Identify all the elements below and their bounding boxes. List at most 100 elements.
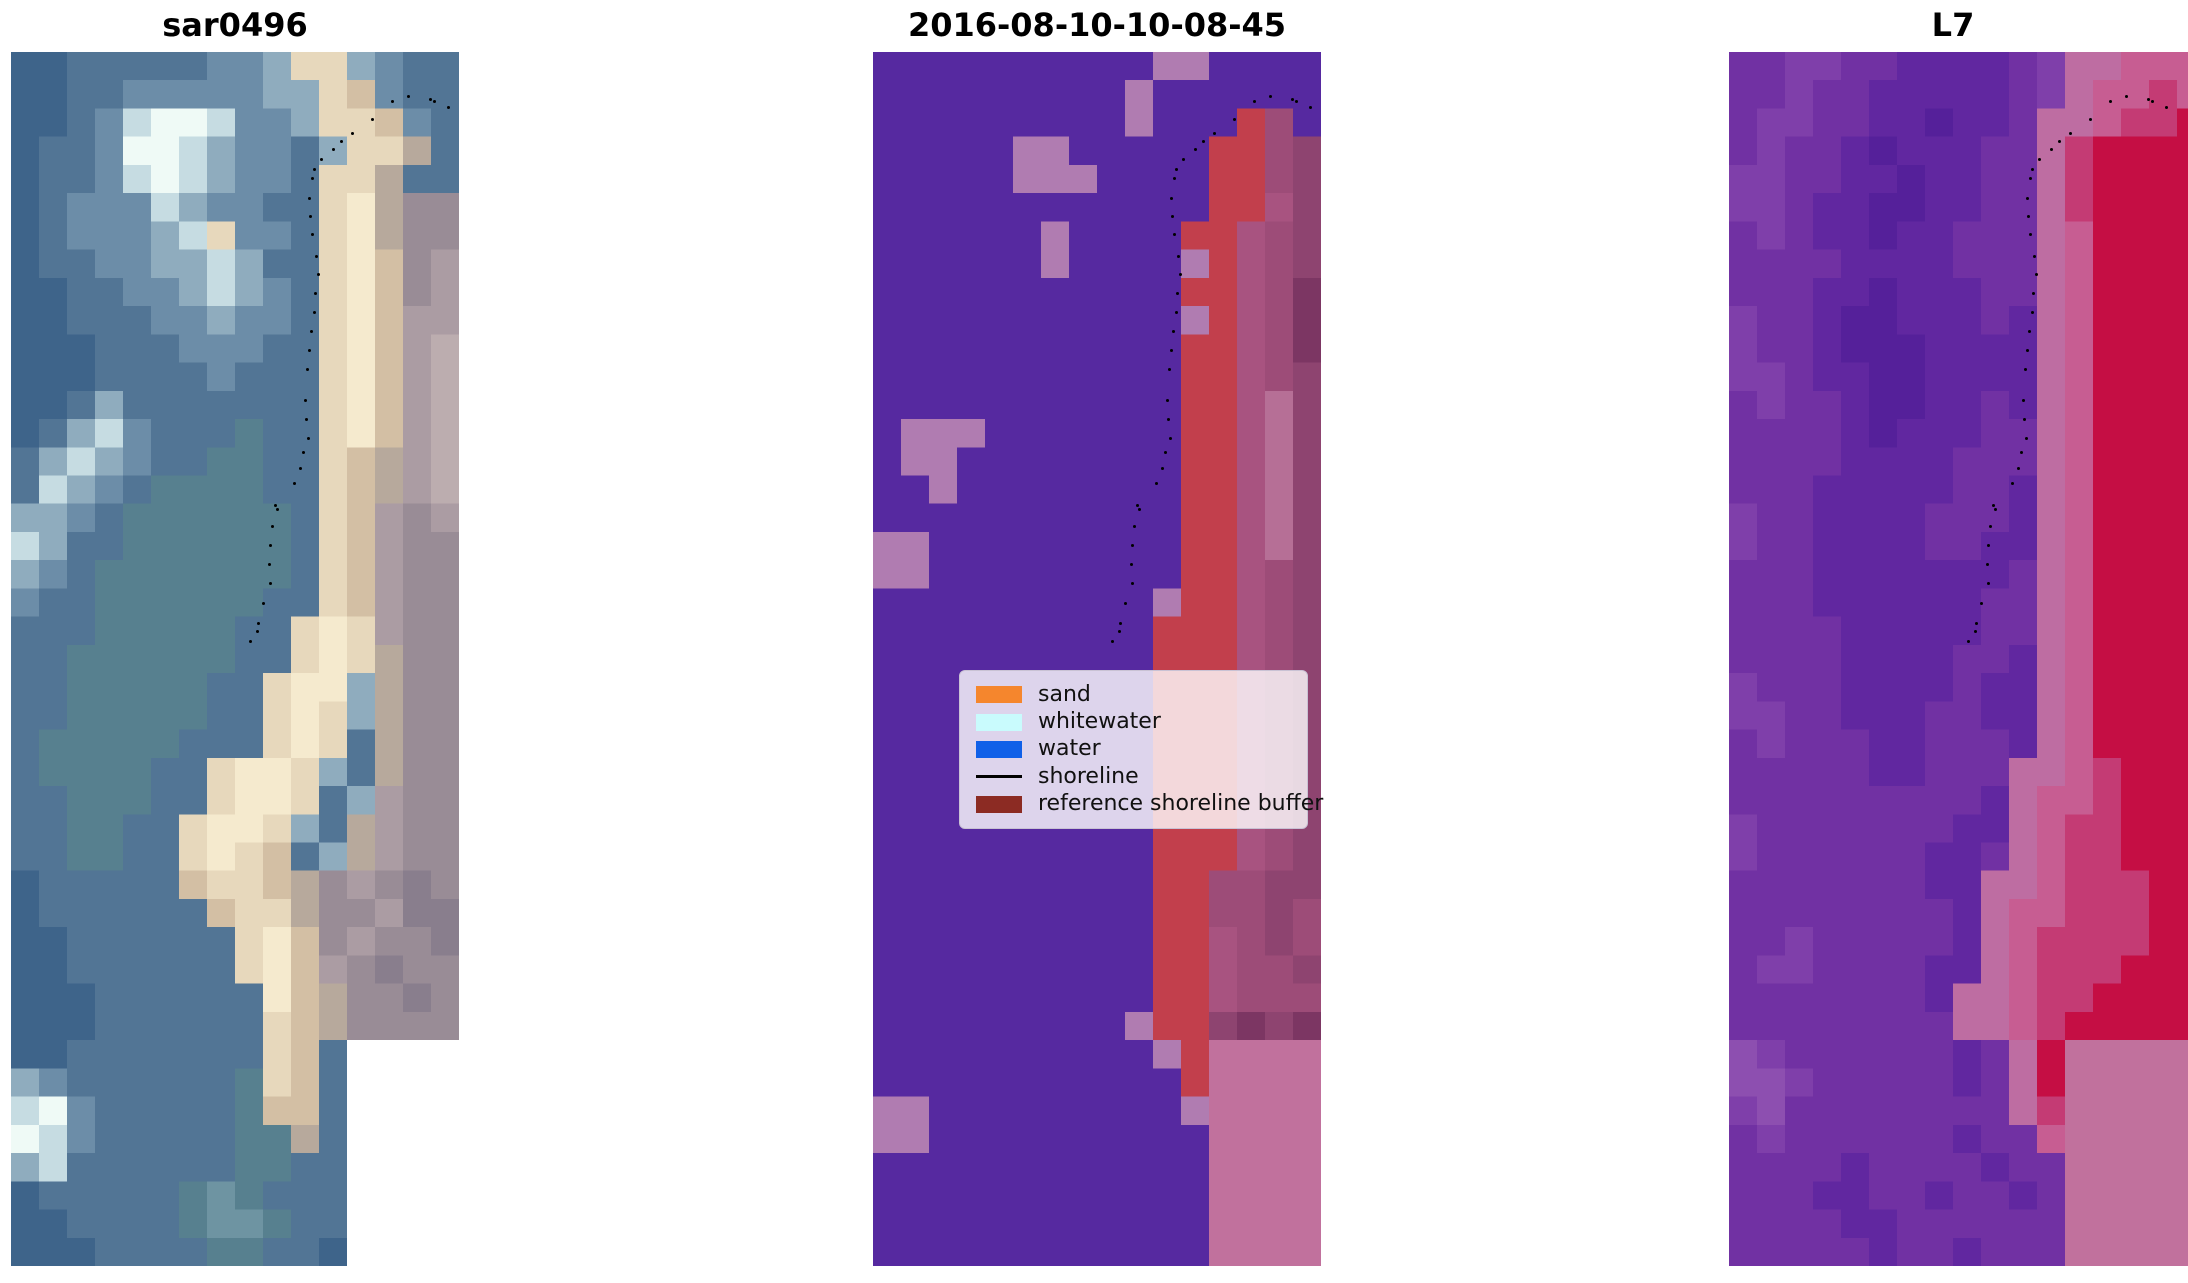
shoreline-dot (248, 639, 252, 643)
shoreline-dot (1132, 524, 1136, 528)
shoreline-dot (1166, 417, 1170, 421)
shoreline-dot (306, 436, 310, 440)
shoreline-dot (310, 176, 314, 180)
shoreline-dot (314, 254, 318, 258)
shoreline-dot (1172, 176, 1176, 180)
shoreline-dot (2088, 117, 2092, 121)
shoreline-dot (1163, 450, 1167, 454)
shoreline-dot (2021, 398, 2025, 402)
shoreline-dot (268, 581, 272, 585)
shoreline-dot (1169, 196, 1173, 200)
shoreline-dot (1294, 99, 1298, 103)
shoreline-dot (446, 105, 450, 109)
shoreline-dot (1290, 97, 1294, 101)
shoreline-dot (309, 329, 313, 333)
legend-swatch-shoreline (976, 775, 1022, 779)
shoreline-dot (310, 232, 314, 236)
legend-swatch-water (976, 740, 1022, 758)
shoreline-dot (2025, 196, 2029, 200)
legend-item-shoreline: shoreline (976, 763, 1291, 789)
sar-image-canvas (11, 52, 459, 1266)
shoreline-dot (2108, 99, 2112, 103)
shoreline-dot (1181, 157, 1185, 161)
legend-item-reference-shoreline-buffer: reference shoreline buffer (976, 791, 1323, 816)
shoreline-dot (256, 621, 260, 625)
shoreline-dot (1988, 524, 1992, 528)
shoreline-dot (1172, 232, 1176, 236)
shoreline-dot (1170, 214, 1174, 218)
shoreline-dot (303, 398, 307, 402)
panel-l7-image (1729, 52, 2188, 1266)
panel-title-date: 2016-08-10-10-08-45 (907, 6, 1287, 44)
shoreline-dot (331, 147, 335, 151)
shoreline-dot (339, 139, 343, 143)
shoreline-dot (2150, 99, 2154, 103)
shoreline-dot (1171, 329, 1175, 333)
shoreline-dot (2026, 214, 2030, 218)
shoreline-dot (1193, 147, 1197, 151)
shoreline-dot (255, 629, 259, 633)
shoreline-dot (304, 417, 308, 421)
shoreline-dot (1160, 466, 1164, 470)
legend-label-shoreline: shoreline (1038, 763, 1139, 789)
shoreline-dot (2028, 232, 2032, 236)
shoreline-dot (1993, 507, 1997, 511)
shoreline-dot (2164, 105, 2168, 109)
shoreline-dot (2028, 176, 2032, 180)
shoreline-dot (1168, 436, 1172, 440)
legend-swatch-sand (976, 686, 1022, 704)
shoreline-dot (2031, 291, 2035, 295)
shoreline-dot (1308, 105, 1312, 109)
shoreline-dot (273, 503, 277, 507)
shoreline-dot (428, 97, 432, 101)
shoreline-dot (1985, 562, 1989, 566)
shoreline-dot (1165, 398, 1169, 402)
shoreline-dot (1135, 503, 1139, 507)
classification-image-canvas (873, 52, 1321, 1266)
shoreline-dots-l7 (1729, 52, 2188, 1266)
shoreline-dot (2034, 272, 2038, 276)
shoreline-dot (2057, 139, 2061, 143)
shoreline-dot (2049, 147, 2053, 151)
shoreline-dot (406, 94, 410, 98)
shoreline-dot (2016, 466, 2020, 470)
shoreline-dot (2124, 94, 2128, 98)
shoreline-dot (312, 167, 316, 171)
shoreline-dot (270, 524, 274, 528)
shoreline-dot (2027, 329, 2031, 333)
shoreline-dot (1123, 601, 1127, 605)
shoreline-dot (268, 543, 272, 547)
legend-swatch-reference-shoreline-buffer (976, 795, 1022, 813)
legend-swatch-whitewater (976, 713, 1022, 731)
shoreline-dot (1175, 291, 1179, 295)
shoreline-dot (2032, 254, 2036, 258)
shoreline-dot (1979, 601, 1983, 605)
legend-label-reference-shoreline-buffer: reference shoreline buffer (1038, 791, 1324, 817)
shoreline-dot (1174, 310, 1178, 314)
panel-classification-image (873, 52, 1321, 1266)
legend: sand whitewater water shoreline reference sh… (959, 670, 1323, 829)
shoreline-dot (2023, 367, 2027, 371)
shoreline-dot (2022, 417, 2026, 421)
panel-title-sar0496: sar0496 (162, 6, 308, 44)
shoreline-dot (1154, 481, 1158, 485)
shoreline-dot (1137, 507, 1141, 511)
shoreline-dot (267, 562, 271, 566)
shoreline-dot (432, 99, 436, 103)
shoreline-dots-classification (873, 52, 1321, 1266)
shoreline-dot (1178, 272, 1182, 276)
legend-item-sand: sand (976, 682, 1291, 707)
shoreline-dot (350, 131, 354, 135)
shoreline-dot (308, 214, 312, 218)
shoreline-dot (1167, 367, 1171, 371)
shoreline-dot (2037, 157, 2041, 161)
shoreline-dot (390, 99, 394, 103)
shoreline-dot (305, 367, 309, 371)
legend-label-water: water (1038, 736, 1101, 762)
shoreline-dot (1252, 99, 1256, 103)
shoreline-dot (370, 117, 374, 121)
shoreline-dot (307, 348, 311, 352)
shoreline-dot (275, 507, 279, 511)
shoreline-dot (2030, 167, 2034, 171)
shoreline-dot (1991, 503, 1995, 507)
